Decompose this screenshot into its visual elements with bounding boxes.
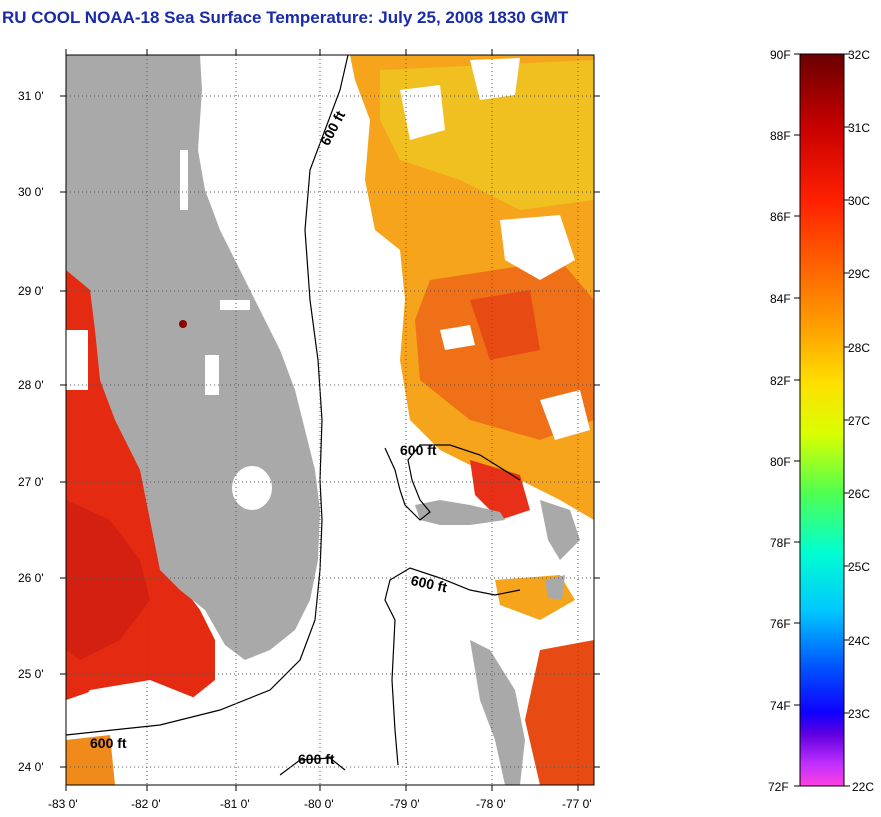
colorbar-f-76: 76F [770,617,791,631]
colorbar-c-23: 23C [848,707,870,721]
lat-tick-25: 25 0' [18,667,44,681]
lon-tick-77: -77 0' [562,797,592,811]
colorbar-c-25: 25C [848,560,870,574]
colorbar-f-78: 78F [770,536,791,550]
colorbar-f-86: 86F [770,210,791,224]
colorbar-f-72: 72F [768,780,789,794]
gulf-cloud-patch [66,680,270,780]
colorbar-c-24: 24C [848,634,870,648]
atlantic-cloud-2 [440,325,475,350]
colorbar-f-74: 74F [770,699,791,713]
lon-tick-83: -83 0' [48,797,78,811]
inland-cloud-2 [205,355,219,395]
keys-warm-water [66,735,115,785]
contour-label-2: 600 ft [400,442,437,458]
graticule [66,55,594,785]
colorbar-f-90: 90F [770,48,791,62]
atlantic-cloud-1 [500,215,575,280]
colorbar-c-26: 26C [848,487,870,501]
lat-tick-29: 29 0' [18,284,44,298]
lat-tick-24: 24 0' [18,760,44,774]
map-frame [65,54,595,786]
contour-600ft-bahamas [384,444,521,521]
atlantic-cloud-4 [470,58,520,100]
lake-okeechobee [232,466,272,510]
colorbar-ticks [794,53,850,787]
colorbar-c-27: 27C [848,414,870,428]
gulf-warm-core [66,500,150,660]
lat-tick-30: 30 0' [18,185,44,199]
map-content [66,55,594,785]
contour-label-4: 600 ft [90,735,127,751]
abaco-land [540,500,580,560]
southeast-warm-water [525,640,594,785]
page-title: RU COOL NOAA-18 Sea Surface Temperature:… [2,8,569,27]
colorbar-f-88: 88F [770,129,791,143]
lon-tick-82: -82 0' [131,797,161,811]
atlantic-cloud-5 [400,85,445,140]
colorbar-c-30: 30C [848,194,870,208]
colorbar: 90F 88F 86F 84F 82F 80F 78F 76F 74F 72F … [768,48,874,794]
colorbar-f-82: 82F [770,374,791,388]
lat-tick-28: 28 0' [18,378,44,392]
lon-tick-81: -81 0' [220,797,250,811]
lon-tick-80: -80 0' [304,797,334,811]
inland-warm-dot [179,320,187,328]
gulf-cloud-small [66,330,88,390]
colorbar-c-32: 32C [848,48,870,62]
inland-cloud-3 [220,300,250,310]
atlantic-red-core [470,290,540,360]
inland-cloud-1 [180,150,188,210]
colorbar-gradient [799,53,845,787]
colorbar-f-84: 84F [770,292,791,306]
grand-bahama-land [415,500,505,525]
contour-600ft-channel [391,619,399,766]
colorbar-f-80: 80F [770,455,791,469]
map-ticks [60,49,600,791]
andros-land [470,640,525,785]
lat-tick-31: 31 0' [18,89,44,103]
colorbar-c-22: 22C [852,780,874,794]
lat-tick-26: 26 0' [18,571,44,585]
colorbar-c-29: 29C [848,267,870,281]
colorbar-c-31: 31C [848,121,870,135]
contour-label-3: 600 ft [410,572,449,595]
bahama-islet-1 [545,575,565,600]
colorbar-c-28: 28C [848,341,870,355]
bahamas-warm-patch [470,460,530,520]
contour-600ft-south [384,567,521,621]
lon-tick-79: -79 0' [390,797,420,811]
lat-tick-27: 27 0' [18,475,44,489]
contour-label-5: 600 ft [298,751,335,767]
lon-tick-78: -78 0' [476,797,506,811]
